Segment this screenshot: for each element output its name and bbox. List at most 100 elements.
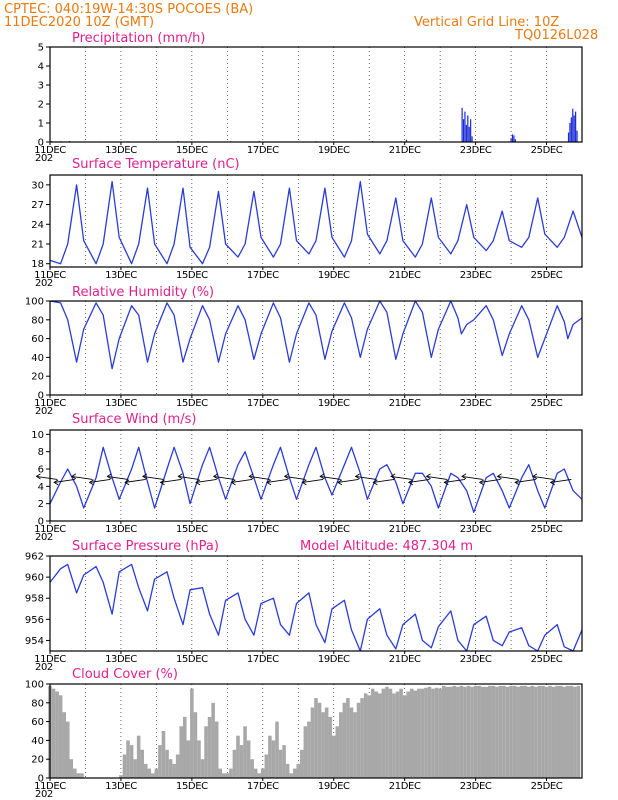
- bar: [445, 686, 450, 778]
- y-tick-label: 5: [38, 43, 44, 54]
- bar: [470, 686, 474, 778]
- bar: [214, 721, 219, 778]
- x-tick-label: 11DEC: [34, 270, 66, 281]
- bar: [232, 749, 237, 778]
- bar: [218, 768, 223, 778]
- bar: [80, 773, 84, 778]
- bar: [363, 693, 368, 778]
- bar: [278, 749, 283, 778]
- wind-arrow: [515, 478, 536, 483]
- bar: [119, 775, 123, 778]
- bar: [370, 688, 375, 778]
- bar: [257, 773, 262, 778]
- x-year-label: 202: [35, 406, 53, 417]
- y-tick-label: 100: [25, 297, 44, 308]
- wind-arrowhead: [53, 479, 59, 486]
- header-station: CPTEC: 040:19W-14:30S POCOES (BA): [4, 2, 253, 17]
- bar: [285, 763, 290, 778]
- bar: [570, 117, 572, 142]
- bar: [431, 688, 435, 778]
- x-tick-label: 17DEC: [247, 145, 279, 156]
- bar: [409, 688, 414, 778]
- y-tick-label: 1: [38, 119, 44, 130]
- bar: [51, 688, 56, 778]
- wind-arrowhead: [354, 473, 360, 480]
- bar: [221, 773, 226, 778]
- bar: [289, 773, 293, 778]
- bar: [175, 754, 180, 778]
- y-tick-label: 3: [38, 81, 44, 92]
- wind-arrowhead: [266, 479, 272, 486]
- y-tick-label: 20: [31, 372, 44, 383]
- wind-arrowhead: [106, 473, 112, 480]
- bar: [271, 740, 276, 778]
- x-tick-label: 11DEC: [34, 398, 66, 409]
- y-tick-label: 30: [31, 180, 44, 191]
- x-tick-label: 13DEC: [105, 654, 137, 665]
- bar: [122, 754, 127, 778]
- wind-arrow: [320, 475, 341, 480]
- bar: [303, 726, 308, 778]
- bar: [331, 735, 336, 778]
- x-tick-label: 13DEC: [105, 145, 137, 156]
- header-model: TQ0126L028: [514, 28, 598, 43]
- wind-arrowhead: [212, 473, 218, 480]
- bar: [480, 686, 485, 778]
- panel-frame: [49, 174, 583, 268]
- x-tick-label: 23DEC: [460, 398, 492, 409]
- panel-title-cloud-cover: Cloud Cover (%): [72, 667, 178, 682]
- x-tick-label: 21DEC: [389, 524, 421, 535]
- y-tick-label: 0: [38, 774, 44, 785]
- x-tick-label: 25DEC: [531, 524, 563, 535]
- panel-title-surface-temperature-nc: Surface Temperature (nC): [72, 157, 240, 172]
- bar: [253, 768, 258, 778]
- y-tick-label: 24: [31, 220, 44, 231]
- wind-arrow: [479, 478, 501, 483]
- y-tick-label: 60: [31, 334, 44, 345]
- panel-frame: [49, 429, 583, 522]
- bar: [58, 695, 63, 778]
- x-tick-label: 11DEC: [34, 781, 66, 792]
- wind-arrow: [213, 475, 235, 480]
- x-tick-label: 11DEC: [34, 524, 66, 535]
- bar: [463, 686, 467, 778]
- bar: [296, 763, 301, 778]
- bar: [467, 115, 469, 142]
- y-tick-label: 6: [38, 465, 44, 476]
- x-tick-label: 19DEC: [318, 270, 350, 281]
- panel-title-surface-wind-m-s: Surface Wind (m/s): [72, 412, 196, 427]
- bar: [544, 686, 549, 778]
- wind-arrow: [195, 478, 217, 483]
- bar: [566, 685, 570, 778]
- bar: [136, 735, 141, 778]
- bar: [346, 698, 350, 778]
- bar: [172, 763, 176, 778]
- bar: [405, 139, 408, 142]
- bar: [62, 712, 66, 778]
- x-tick-label: 19DEC: [318, 654, 350, 665]
- y-tick-label: 0: [38, 138, 44, 149]
- x-tick-label: 13DEC: [105, 398, 137, 409]
- y-tick-label: 4: [38, 62, 44, 73]
- y-tick-label: 80: [31, 315, 44, 326]
- x-tick-label: 23DEC: [460, 524, 492, 535]
- wind-arrow: [178, 475, 200, 480]
- bar: [353, 712, 357, 778]
- wind-arrow: [355, 475, 377, 480]
- bar: [555, 685, 559, 778]
- series-line: [49, 563, 583, 652]
- bar: [229, 768, 233, 778]
- panel-title-precipitation-mm-h: Precipitation (mm/h): [72, 31, 205, 46]
- x-tick-label: 15DEC: [176, 270, 208, 281]
- bar: [282, 745, 286, 778]
- y-tick-label: 10: [31, 430, 44, 441]
- panel-title-surface-pressure-hpa: Surface Pressure (hPa): [72, 539, 219, 554]
- bar: [530, 685, 535, 778]
- bar: [502, 685, 506, 778]
- bar: [161, 731, 166, 778]
- x-tick-label: 25DEC: [531, 781, 563, 792]
- x-tick-label: 13DEC: [105, 781, 137, 792]
- bar: [292, 768, 297, 778]
- bar: [140, 749, 145, 778]
